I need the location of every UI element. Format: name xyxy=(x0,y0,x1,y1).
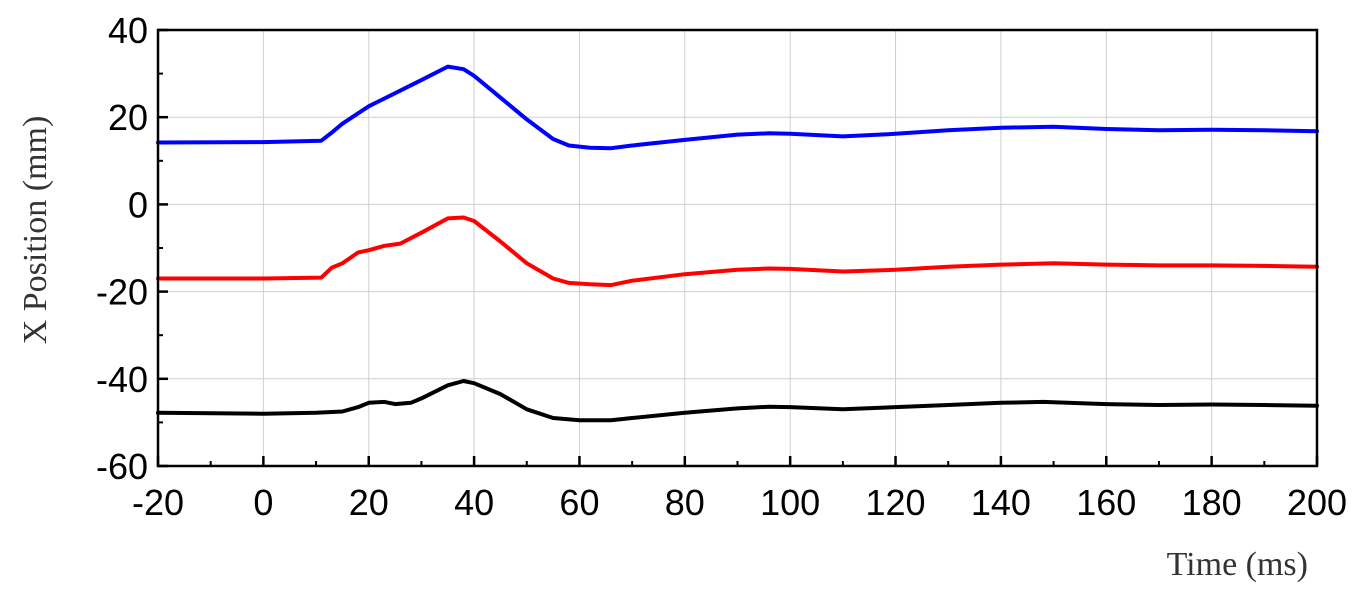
series-line-2 xyxy=(156,215,1319,288)
y-tick-labels: -60 -40 -20 0 20 40 xyxy=(96,10,148,487)
series-line-3 xyxy=(156,379,1319,423)
x-tick-label: -20 xyxy=(132,482,184,523)
y-tick-label: 20 xyxy=(108,97,148,138)
x-tick-label: 120 xyxy=(866,482,926,523)
x-tick-label: 0 xyxy=(253,482,273,523)
y-tick-label: 40 xyxy=(108,10,148,51)
series-line-1 xyxy=(156,64,1319,151)
y-tick-label: 0 xyxy=(128,184,148,225)
grid-lines xyxy=(157,29,1318,467)
x-tick-label: 200 xyxy=(1287,482,1347,523)
x-tick-label: 100 xyxy=(760,482,820,523)
y-tick-label: -40 xyxy=(96,359,148,400)
series-lines xyxy=(156,64,1319,423)
y-tick-label: -20 xyxy=(96,272,148,313)
x-tick-label: 20 xyxy=(349,482,389,523)
x-tick-label: 180 xyxy=(1182,482,1242,523)
y-axis-title: X Position (mm) xyxy=(17,116,54,345)
y-tick-label: -60 xyxy=(96,446,148,487)
x-tick-label: 40 xyxy=(454,482,494,523)
x-tick-label: 60 xyxy=(559,482,599,523)
x-tick-label: 80 xyxy=(665,482,705,523)
x-tick-labels: -20 0 20 40 60 80 100 120 140 160 180 200 xyxy=(132,482,1347,523)
plot-area-frame xyxy=(156,28,1319,468)
axis-ticks xyxy=(156,28,1319,468)
x-tick-label: 160 xyxy=(1076,482,1136,523)
x-axis-title: Time (ms) xyxy=(1167,546,1308,583)
x-tick-label: 140 xyxy=(971,482,1031,523)
